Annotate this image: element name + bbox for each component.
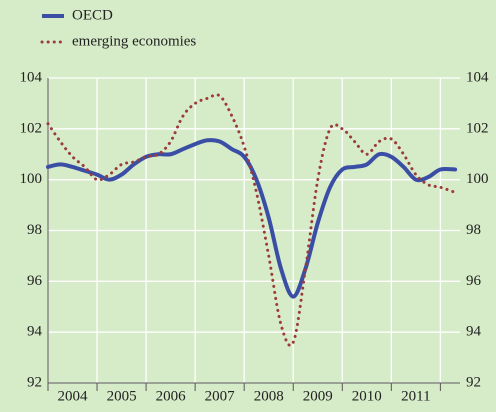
x-tick-label: 2011 (401, 388, 430, 404)
y-tick-label: 98 (27, 222, 42, 238)
x-tick-label: 2010 (352, 388, 382, 404)
y2-tick-label: 96 (466, 273, 482, 289)
y2-tick-label: 92 (466, 374, 481, 390)
y-tick-label: 94 (27, 324, 43, 340)
x-tick-label: 2008 (254, 388, 284, 404)
x-tick-label: 2005 (107, 388, 137, 404)
x-tick-label: 2007 (205, 388, 236, 404)
line-series (46, 93, 457, 348)
x-tick-label: 2006 (156, 388, 187, 404)
y-tick-label: 100 (20, 171, 43, 187)
y2-tick-label: 104 (466, 69, 489, 85)
y2-tick-label: 100 (466, 171, 489, 187)
y2-tick-label: 102 (466, 120, 489, 136)
y-tick-label: 92 (27, 374, 42, 390)
y2-tick-label: 94 (466, 324, 482, 340)
y2-tick-label: 98 (466, 222, 481, 238)
y-tick-label: 102 (20, 120, 43, 136)
x-tick-label: 2004 (58, 388, 89, 404)
legend-label: OECD (72, 7, 113, 23)
y-tick-label: 104 (20, 69, 43, 85)
y-tick-label: 96 (27, 273, 43, 289)
legend-label: emerging economies (72, 33, 196, 49)
x-tick-label: 2009 (303, 388, 333, 404)
